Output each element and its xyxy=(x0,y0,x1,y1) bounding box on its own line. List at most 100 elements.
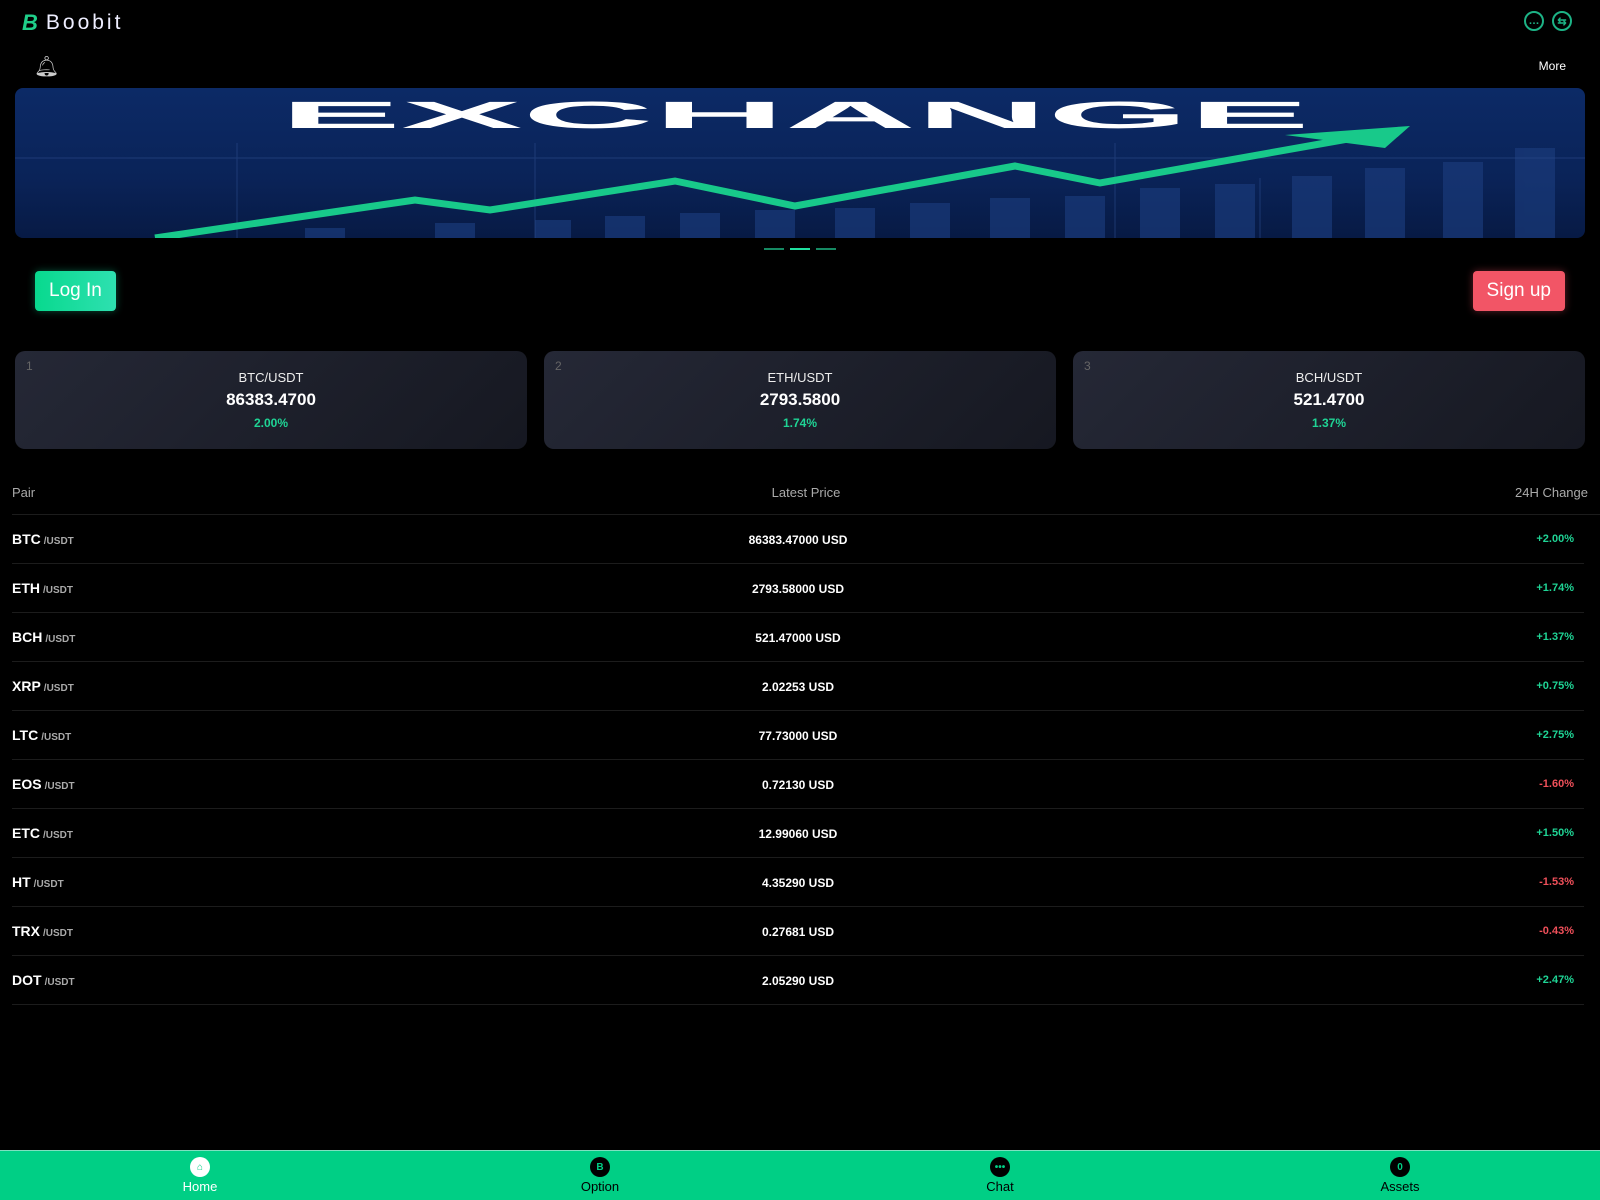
nav-label: Home xyxy=(182,1179,218,1194)
bell-icon[interactable]: 🔔︎ xyxy=(34,56,60,78)
carousel-dot[interactable] xyxy=(816,248,836,250)
signup-button[interactable]: Sign up xyxy=(1472,271,1565,311)
change-cell: +1.50% xyxy=(1536,827,1574,839)
card-price: 521.4700 xyxy=(1293,390,1365,409)
pair-cell: BTC/USDT xyxy=(12,531,74,547)
ticker-card[interactable]: 3 BCH/USDT 521.4700 1.37% xyxy=(1073,351,1585,449)
card-change: 1.37% xyxy=(1311,416,1347,430)
brand-name: Boobit xyxy=(45,11,124,34)
table-row[interactable]: XRP/USDT 2.02253 USD +0.75% xyxy=(12,662,1584,711)
change-cell: +2.00% xyxy=(1536,533,1574,545)
base-symbol: BCH xyxy=(12,629,43,645)
card-pair: ETH/USDT xyxy=(767,370,833,385)
chat-icon[interactable]: … xyxy=(1524,11,1544,31)
bottom-nav: ⌂ Home B Option ••• Chat 0 Assets xyxy=(0,1150,1600,1200)
price-cell: 2.05290 USD xyxy=(761,974,835,988)
table-header: Pair Latest Price 24H Change xyxy=(12,485,1600,515)
nav-item-home[interactable]: ⌂ Home xyxy=(0,1151,400,1200)
quote-symbol: /USDT xyxy=(43,830,73,841)
pair-cell: ETC/USDT xyxy=(12,825,73,841)
nav-item-assets[interactable]: 0 Assets xyxy=(1200,1151,1600,1200)
base-symbol: ETH xyxy=(12,580,40,596)
table-row[interactable]: BCH/USDT 521.47000 USD +1.37% xyxy=(12,613,1584,662)
price-cell: 0.27681 USD xyxy=(761,925,835,939)
quote-symbol: /USDT xyxy=(41,732,72,743)
pair-cell: XRP/USDT xyxy=(12,678,74,694)
home-icon: ⌂ xyxy=(190,1157,210,1177)
change-cell: -1.53% xyxy=(1539,876,1574,888)
base-symbol: BTC xyxy=(12,531,41,547)
table-row[interactable]: ETC/USDT 12.99060 USD +1.50% xyxy=(12,809,1584,858)
ticker-card[interactable]: 1 BTC/USDT 86383.4700 2.00% xyxy=(15,351,527,449)
pair-cell: BCH/USDT xyxy=(12,629,75,645)
banner-title: EXCHANGE xyxy=(280,95,1310,137)
price-cell: 0.72130 USD xyxy=(761,778,835,792)
change-cell: +2.75% xyxy=(1536,729,1574,741)
base-symbol: HT xyxy=(12,874,31,890)
nav-label: Chat xyxy=(986,1179,1014,1194)
change-cell: +0.75% xyxy=(1536,680,1574,692)
quote-symbol: /USDT xyxy=(33,879,64,890)
carousel-dots xyxy=(764,248,836,250)
nav-label: Assets xyxy=(1380,1179,1420,1194)
price-cell: 2793.58000 USD xyxy=(751,582,845,596)
nav-label: Option xyxy=(580,1179,620,1194)
carousel-dot[interactable] xyxy=(764,248,784,250)
table-row[interactable]: LTC/USDT 77.73000 USD +2.75% xyxy=(12,711,1584,760)
table-row[interactable]: TRX/USDT 0.27681 USD -0.43% xyxy=(12,907,1584,956)
change-cell: +2.47% xyxy=(1536,974,1574,986)
quote-symbol: /USDT xyxy=(44,781,75,792)
change-cell: -1.60% xyxy=(1539,778,1574,790)
price-cell: 77.73000 USD xyxy=(758,729,838,743)
pair-cell: ETH/USDT xyxy=(12,580,73,596)
card-change: 1.74% xyxy=(782,416,818,430)
carousel-dot-active[interactable] xyxy=(790,248,810,250)
card-index: 1 xyxy=(26,359,33,373)
change-cell: +1.37% xyxy=(1536,631,1574,643)
header-pair: Pair xyxy=(12,485,36,500)
card-change: 2.00% xyxy=(253,416,289,430)
base-symbol: LTC xyxy=(12,727,39,743)
base-symbol: XRP xyxy=(12,678,41,694)
nav-item-chat[interactable]: ••• Chat xyxy=(800,1151,1200,1200)
card-pair: BCH/USDT xyxy=(1295,370,1363,385)
card-price: 86383.4700 xyxy=(226,390,316,409)
more-link[interactable]: More xyxy=(1538,59,1566,73)
table-row[interactable]: EOS/USDT 0.72130 USD -1.60% xyxy=(12,760,1584,809)
table-row[interactable]: HT/USDT 4.35290 USD -1.53% xyxy=(12,858,1584,907)
base-symbol: ETC xyxy=(12,825,40,841)
price-cell: 86383.47000 USD xyxy=(748,533,848,547)
header-change: 24H Change xyxy=(1515,485,1588,500)
header-price: Latest Price xyxy=(771,485,841,500)
swap-icon[interactable]: ⇆ xyxy=(1552,11,1572,31)
quote-symbol: /USDT xyxy=(43,536,74,547)
table-row[interactable]: DOT/USDT 2.05290 USD +2.47% xyxy=(12,956,1584,1005)
brand-logo: B Boobit xyxy=(22,10,123,36)
nav-item-option[interactable]: B Option xyxy=(400,1151,800,1200)
ticker-card[interactable]: 2 ETH/USDT 2793.5800 1.74% xyxy=(544,351,1056,449)
banner-carousel[interactable]: EXCHANGE xyxy=(15,88,1585,238)
pair-cell: DOT/USDT xyxy=(12,972,75,988)
table-row[interactable]: BTC/USDT 86383.47000 USD +2.00% xyxy=(12,515,1584,564)
pair-cell: LTC/USDT xyxy=(12,727,71,743)
quote-symbol: /USDT xyxy=(45,634,76,645)
login-button[interactable]: Log In xyxy=(35,271,116,311)
quote-symbol: /USDT xyxy=(43,928,73,939)
price-cell: 521.47000 USD xyxy=(755,631,841,645)
table-row[interactable]: ETH/USDT 2793.58000 USD +1.74% xyxy=(12,564,1584,613)
bitcoin-icon: B xyxy=(590,1157,610,1177)
quote-symbol: /USDT xyxy=(43,683,74,694)
card-index: 2 xyxy=(555,359,562,373)
assets-icon: 0 xyxy=(1390,1157,1410,1177)
chat-icon: ••• xyxy=(990,1157,1010,1177)
base-symbol: DOT xyxy=(12,972,42,988)
base-symbol: EOS xyxy=(12,776,42,792)
change-cell: +1.74% xyxy=(1536,582,1574,594)
card-pair: BTC/USDT xyxy=(238,370,304,385)
card-index: 3 xyxy=(1084,359,1091,373)
quote-symbol: /USDT xyxy=(44,977,75,988)
quote-symbol: /USDT xyxy=(43,585,73,596)
pair-cell: HT/USDT xyxy=(12,874,64,890)
pair-cell: EOS/USDT xyxy=(12,776,75,792)
price-cell: 2.02253 USD xyxy=(761,680,835,694)
